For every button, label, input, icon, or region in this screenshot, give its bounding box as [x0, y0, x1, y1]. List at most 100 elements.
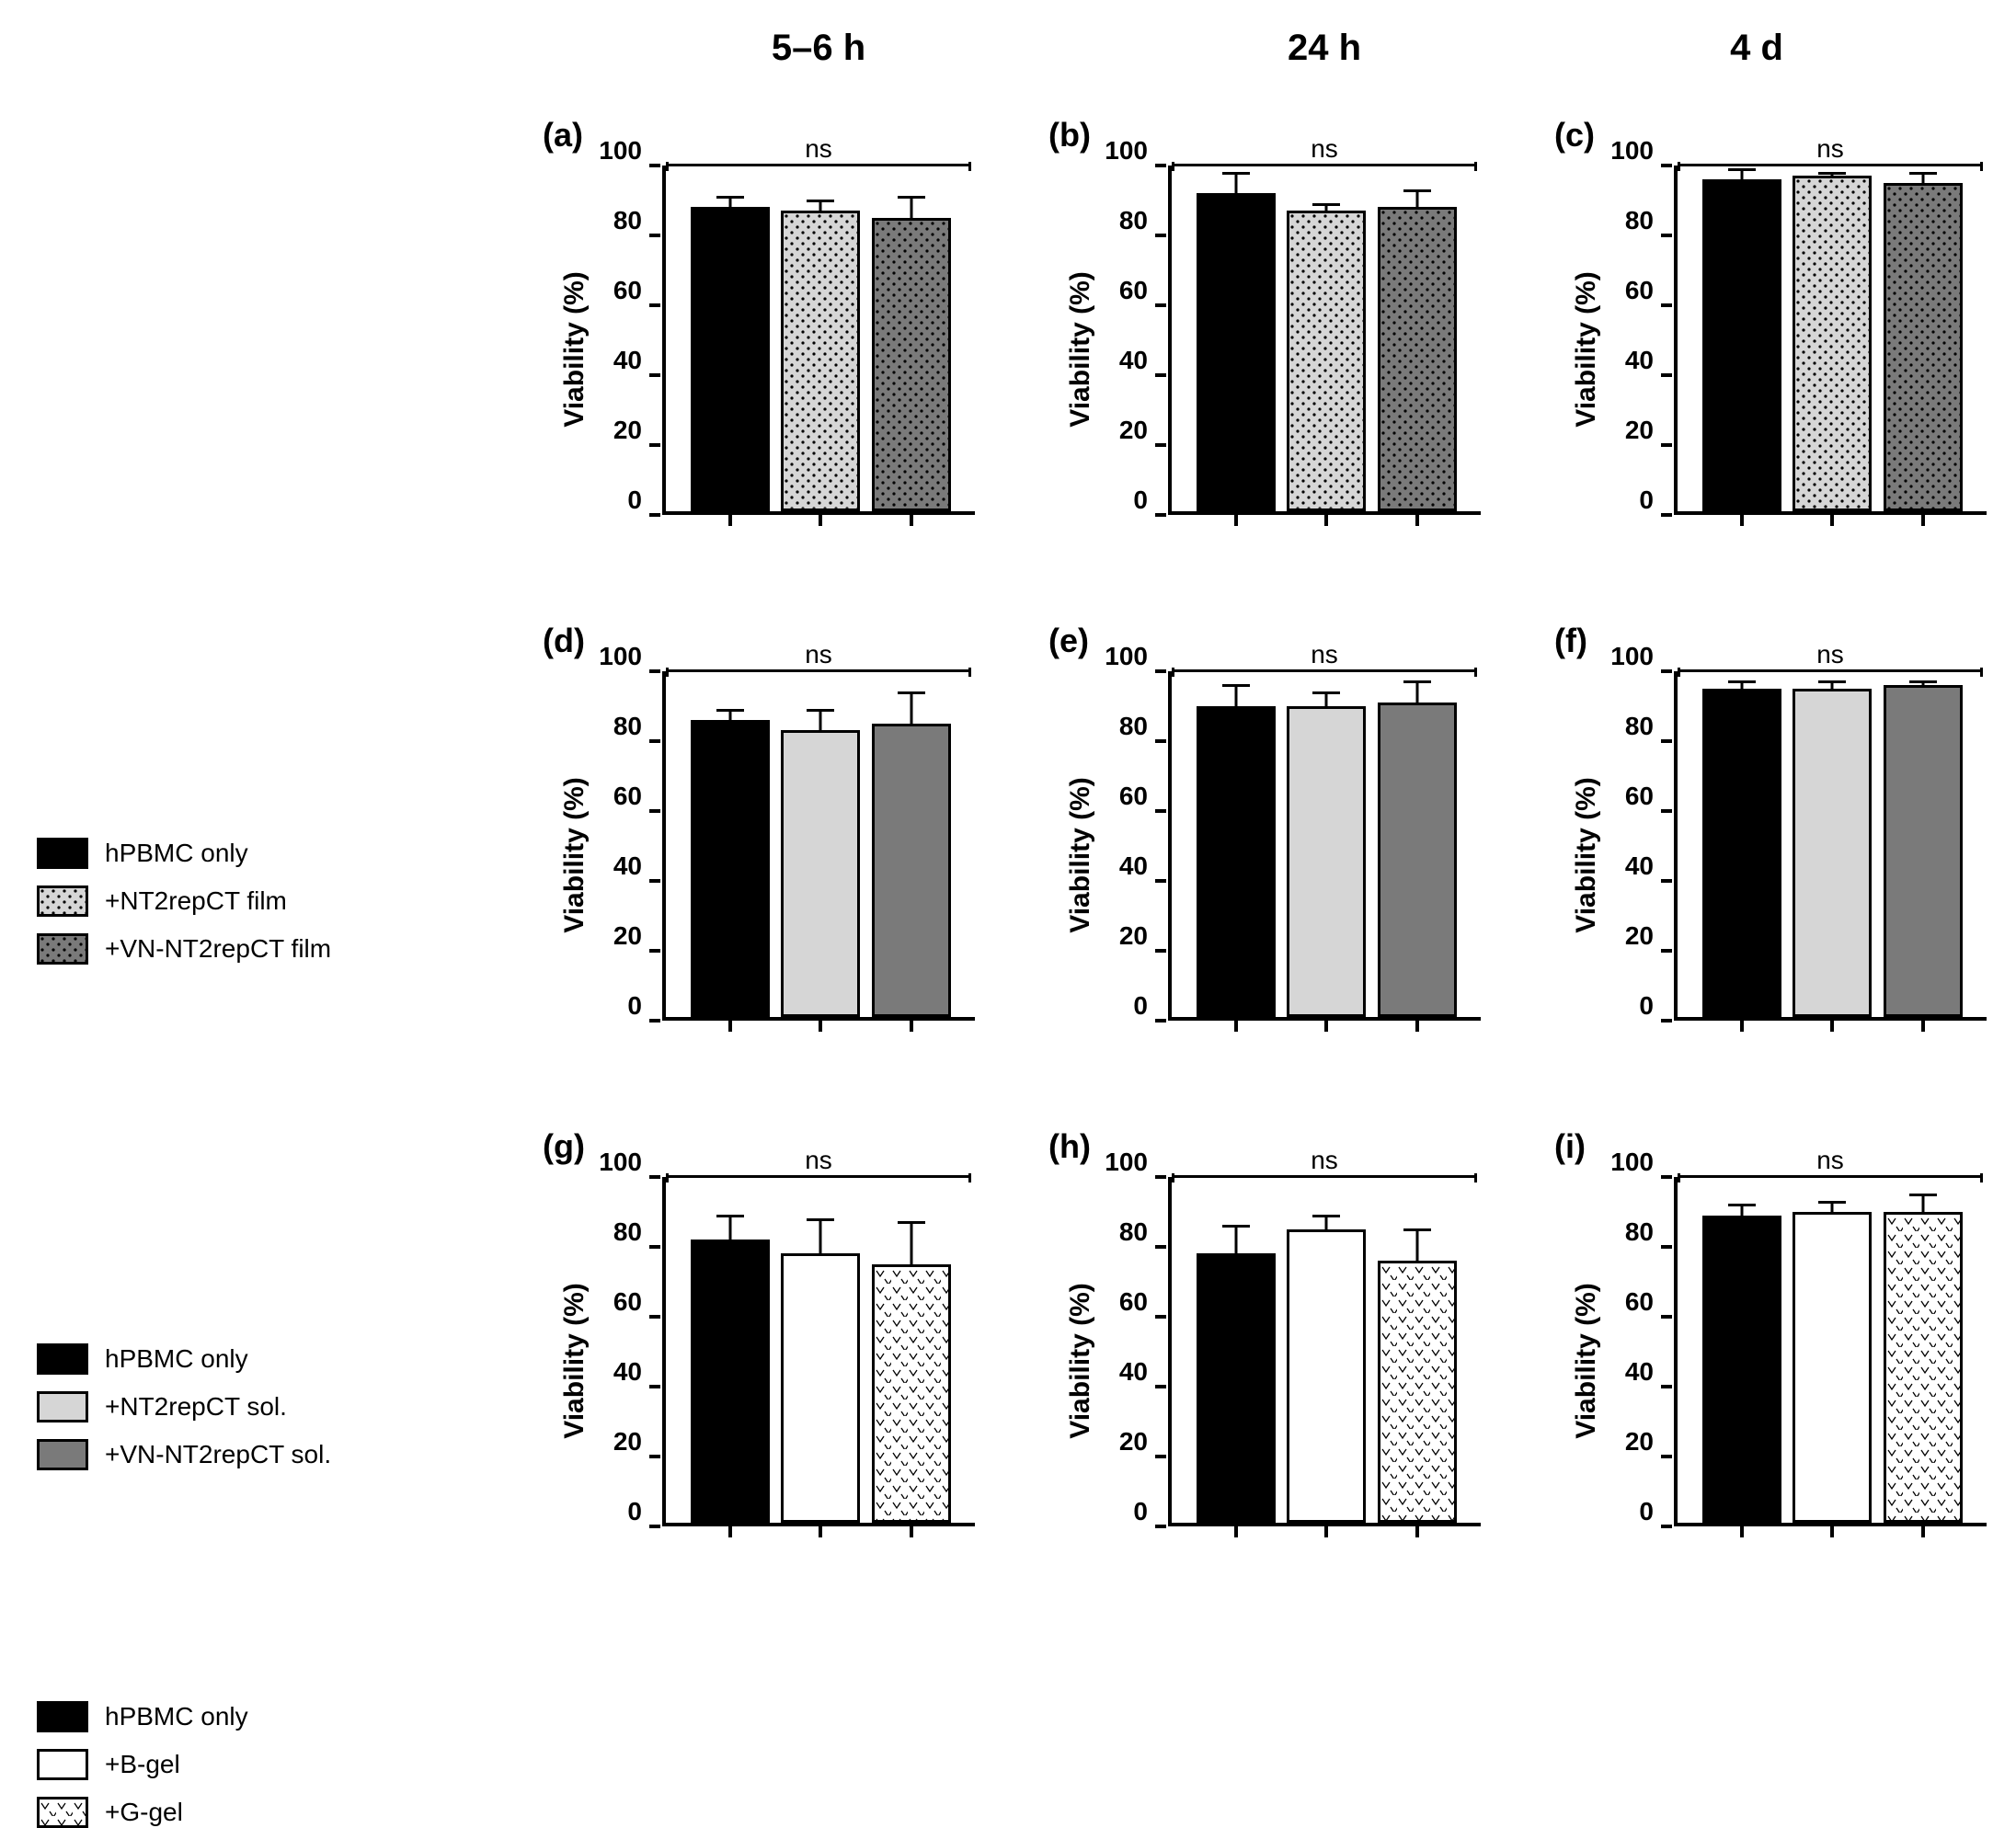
legend-label: +G-gel: [105, 1798, 183, 1827]
significance-bracket: ns: [1172, 1146, 1477, 1178]
legend-label: +B-gel: [105, 1750, 180, 1779]
tick-mark: [1661, 1019, 1672, 1023]
bar-bgel: [1287, 1229, 1366, 1523]
tick-label: 100: [599, 642, 642, 671]
bar-vn_nt2_film: [1378, 207, 1457, 511]
bar-nt2_sol: [781, 730, 860, 1017]
tick-label: 80: [613, 206, 642, 235]
bar-hpbmc: [691, 1240, 770, 1523]
legend-item: +VN-NT2repCT sol.: [37, 1439, 515, 1470]
pattern-overlay: [875, 221, 948, 508]
tick-mark: [1155, 1385, 1166, 1388]
bar-group: [781, 211, 860, 511]
tick-label: 40: [1119, 1357, 1148, 1387]
error-cap: [807, 200, 834, 202]
significance-bracket: ns: [666, 134, 971, 166]
panel-label: (h): [1048, 1127, 1091, 1166]
x-tick: [910, 1523, 913, 1537]
tick-label: 20: [1625, 416, 1654, 445]
plot-area: [1674, 1177, 1987, 1526]
tick-mark: [1155, 949, 1166, 953]
bar-hpbmc: [1197, 1253, 1276, 1523]
tick-mark: [1661, 513, 1672, 517]
bar-group: [781, 730, 860, 1017]
tick-mark: [649, 1175, 660, 1179]
legend-item: +VN-NT2repCT film: [37, 933, 515, 965]
tick-label: 60: [1625, 1287, 1654, 1317]
bar-group: [1287, 706, 1366, 1017]
tick-mark: [649, 1019, 660, 1023]
tick-mark: [1661, 1175, 1672, 1179]
tick-label: 60: [1625, 782, 1654, 811]
plot-area: [1674, 671, 1987, 1021]
bar-hpbmc: [1702, 1216, 1781, 1523]
tick-mark: [1661, 1385, 1672, 1388]
tick-mark: [1661, 303, 1672, 307]
chart-panel-e: (e)Viability (%)ns020406080100: [1048, 616, 1527, 1094]
bar-group: [1884, 183, 1963, 511]
tick-mark: [1155, 1455, 1166, 1458]
bar-group: [872, 218, 951, 511]
tick-label: 40: [613, 1357, 642, 1387]
tick-mark: [1155, 1525, 1166, 1528]
error-cap: [898, 1221, 925, 1224]
error-cap: [1909, 680, 1937, 683]
legend-item: hPBMC only: [37, 838, 515, 869]
chart-panel-d: (d)Viability (%)ns020406080100: [543, 616, 1021, 1094]
pattern-overlay: [40, 1799, 86, 1825]
panel-label: (g): [543, 1127, 585, 1166]
significance-bracket: ns: [666, 1146, 971, 1178]
legend-swatch: [37, 1439, 88, 1470]
significance-label: ns: [805, 1146, 832, 1177]
tick-label: 0: [1639, 1497, 1654, 1526]
bar-hpbmc: [1702, 179, 1781, 511]
tick-label: 100: [1105, 136, 1148, 166]
tick-mark: [1155, 1175, 1166, 1179]
tick-mark: [1155, 373, 1166, 377]
tick-label: 20: [1625, 1427, 1654, 1457]
tick-label: 20: [1119, 921, 1148, 951]
tick-label: 80: [1625, 206, 1654, 235]
tick-label: 40: [1119, 346, 1148, 375]
error-bar: [1921, 1194, 1924, 1215]
chart-panel-i: (i)Viability (%)ns020406080100: [1554, 1122, 2016, 1600]
pattern-overlay: [1380, 1263, 1454, 1520]
column-heading: 24 h: [1048, 28, 1527, 69]
legend-swatch: [37, 1343, 88, 1375]
bars-container: [1678, 166, 1987, 511]
error-cap: [1728, 680, 1756, 683]
tick-mark: [649, 1385, 660, 1388]
legend-row-2: hPBMC only+NT2repCT sol.+VN-NT2repCT sol…: [37, 1122, 515, 1618]
significance-label: ns: [805, 134, 832, 166]
tick-mark: [649, 1455, 660, 1458]
error-cap: [1728, 1204, 1756, 1206]
tick-label: 0: [1133, 486, 1148, 515]
error-cap: [1403, 1228, 1431, 1231]
x-tick: [1234, 511, 1238, 526]
tick-label: 0: [1133, 991, 1148, 1021]
tick-label: 0: [1133, 1497, 1148, 1526]
bar-bgel: [1793, 1212, 1872, 1523]
tick-label: 40: [1119, 851, 1148, 881]
tick-label: 60: [613, 782, 642, 811]
legend-item: hPBMC only: [37, 1701, 515, 1732]
error-cap: [1818, 1201, 1846, 1204]
x-tick: [910, 511, 913, 526]
bar-group: [1702, 1216, 1781, 1523]
error-cap: [1818, 680, 1846, 683]
error-bar: [1415, 1228, 1418, 1263]
legend-item: +G-gel: [37, 1797, 515, 1828]
tick-label: 60: [613, 276, 642, 305]
bar-ggel: [1884, 1212, 1963, 1523]
tick-mark: [1661, 373, 1672, 377]
tick-label: 100: [1610, 642, 1654, 671]
legend-label: hPBMC only: [105, 1344, 248, 1374]
y-axis-label: Viability (%): [1571, 271, 1602, 427]
bar-group: [691, 207, 770, 511]
x-tick: [1324, 1523, 1328, 1537]
error-bar: [1234, 1225, 1237, 1256]
significance-label: ns: [1311, 134, 1338, 166]
tick-mark: [649, 1315, 660, 1319]
bars-container: [1172, 166, 1481, 511]
tick-mark: [1155, 669, 1166, 673]
